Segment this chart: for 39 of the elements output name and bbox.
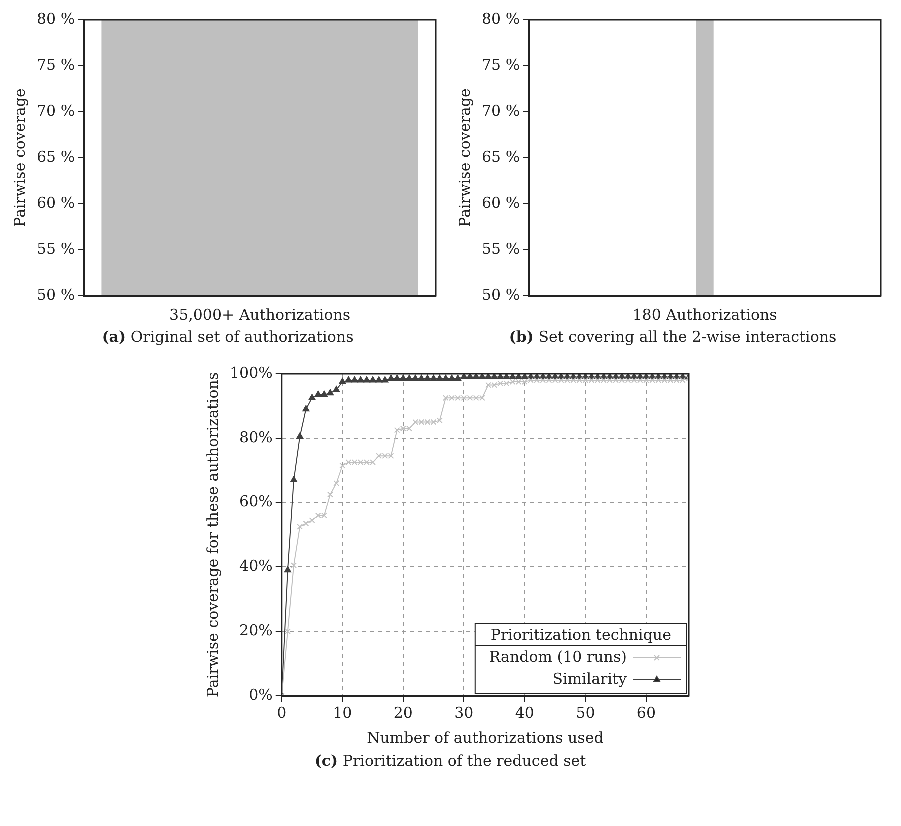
y-tick-label: 40% [239,557,272,576]
y-tick-label: 70 % [482,102,520,120]
x-axis-title: Number of authorizations used [366,728,604,747]
y-tick-label: 80 % [482,10,520,28]
legend-title: Prioritization technique [490,626,672,644]
y-tick-label: 70 % [37,102,76,120]
legend-label: Similarity [552,670,628,688]
text: (b) Set covering all the 2-wise interactions [508,328,838,346]
x-tick-label: 40 [514,704,534,722]
y-tick-label: 65 % [482,148,520,166]
y-tick-label: 80% [239,428,272,446]
x-tick-label: 60 [636,704,656,722]
y-tick-label: 50 % [482,286,520,304]
y-axis-title: Pairwise coverage [10,88,29,228]
x-tick-label: 20 [393,704,412,722]
y-tick-label: 75 % [37,56,76,74]
y-tick-label: 60 % [482,194,520,212]
y-tick-label: 0% [248,686,272,704]
y-axis-title: Pairwise coverage for these authorizations [203,372,222,698]
text: (a) Original set of authorizations [101,328,355,346]
x-tick-label: 35,000+ Authorizations [170,306,351,324]
y-tick-label: 75 % [482,56,520,74]
y-tick-label: 65 % [37,148,76,166]
y-axis-title: Pairwise coverage [456,88,474,228]
y-tick-label: 20% [239,621,272,640]
y-tick-label: 55 % [37,240,76,258]
y-tick-label: 80 % [37,10,76,28]
x-tick-label: 0 [276,704,286,722]
x-tick-label: 30 [454,704,474,722]
x-tick-label: 50 [576,704,595,722]
y-tick-label: 100% [229,364,272,382]
text: (c) Prioritization of the reduced set [314,752,588,770]
y-tick-label: 55 % [482,240,520,258]
y-tick-label: 60% [239,492,272,511]
x-tick-label: 180 Authorizations [632,306,778,324]
y-tick-label: 50 % [37,286,76,304]
legend-label: Random (10 runs) [488,648,626,666]
y-tick-label: 60 % [37,194,76,212]
x-tick-label: 10 [332,704,352,722]
